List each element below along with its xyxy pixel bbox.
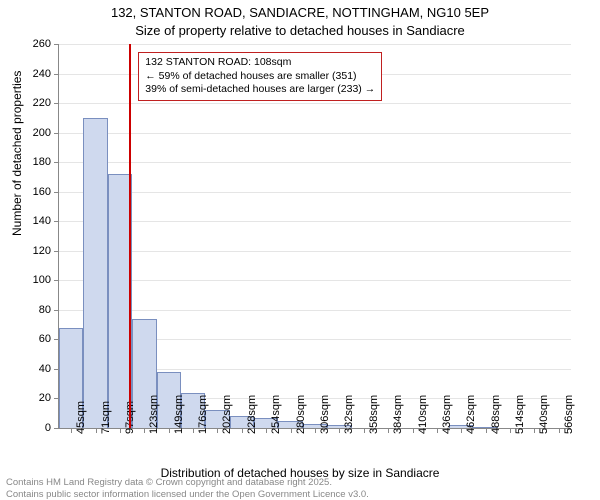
marker-line <box>129 44 131 428</box>
y-tick <box>54 280 59 281</box>
x-tick <box>169 428 170 433</box>
x-tick <box>486 428 487 433</box>
x-tick-label: 358sqm <box>368 395 380 434</box>
x-tick <box>266 428 267 433</box>
x-tick-label: 254sqm <box>270 395 282 434</box>
gridline <box>59 221 571 222</box>
y-tick-label: 120 <box>21 245 51 257</box>
gridline <box>59 310 571 311</box>
y-tick <box>54 74 59 75</box>
x-tick <box>71 428 72 433</box>
y-tick <box>54 192 59 193</box>
y-tick-label: 240 <box>21 68 51 80</box>
x-tick <box>339 428 340 433</box>
x-tick <box>96 428 97 433</box>
x-tick <box>315 428 316 433</box>
footer-line-1: Contains HM Land Registry data © Crown c… <box>6 477 369 488</box>
y-tick-label: 160 <box>21 186 51 198</box>
gridline <box>59 162 571 163</box>
y-tick-label: 20 <box>21 392 51 404</box>
title-line-1: 132, STANTON ROAD, SANDIACRE, NOTTINGHAM… <box>0 4 600 22</box>
x-tick <box>388 428 389 433</box>
y-tick <box>54 162 59 163</box>
x-tick <box>364 428 365 433</box>
y-axis-title: Number of detached properties <box>10 71 24 236</box>
annotation-line: 132 STANTON ROAD: 108sqm <box>145 56 375 70</box>
x-tick-label: 540sqm <box>538 395 550 434</box>
x-tick-label: 306sqm <box>319 395 331 434</box>
y-tick <box>54 310 59 311</box>
y-tick <box>54 428 59 429</box>
histogram-bar <box>83 118 107 428</box>
y-tick-label: 100 <box>21 274 51 286</box>
x-tick-label: 228sqm <box>246 395 258 434</box>
x-tick-label: 202sqm <box>221 395 233 434</box>
y-tick-label: 200 <box>21 127 51 139</box>
x-tick-label: 384sqm <box>392 395 404 434</box>
gridline <box>59 280 571 281</box>
chart-title: 132, STANTON ROAD, SANDIACRE, NOTTINGHAM… <box>0 0 600 39</box>
y-tick-label: 40 <box>21 363 51 375</box>
x-tick-label: 462sqm <box>465 395 477 434</box>
x-tick <box>461 428 462 433</box>
plot-area: 02040608010012014016018020022024026045sq… <box>58 44 571 429</box>
gridline <box>59 133 571 134</box>
y-tick-label: 220 <box>21 97 51 109</box>
gridline <box>59 103 571 104</box>
x-tick-label: 332sqm <box>343 395 355 434</box>
x-tick <box>413 428 414 433</box>
x-tick-label: 566sqm <box>563 395 575 434</box>
x-tick <box>242 428 243 433</box>
x-tick-label: 123sqm <box>148 395 160 434</box>
x-tick-label: 436sqm <box>441 395 453 434</box>
x-tick-label: 71sqm <box>100 401 112 434</box>
x-tick-label: 280sqm <box>295 395 307 434</box>
chart-container: 132, STANTON ROAD, SANDIACRE, NOTTINGHAM… <box>0 0 600 500</box>
chart-plot: 02040608010012014016018020022024026045sq… <box>58 44 570 428</box>
y-tick-label: 60 <box>21 333 51 345</box>
x-tick <box>217 428 218 433</box>
y-tick-label: 0 <box>21 422 51 434</box>
y-tick <box>54 44 59 45</box>
x-tick <box>437 428 438 433</box>
annotation-line: 39% of semi-detached houses are larger (… <box>145 83 375 97</box>
x-tick <box>144 428 145 433</box>
y-tick-label: 260 <box>21 38 51 50</box>
x-tick-label: 176sqm <box>197 395 209 434</box>
x-tick <box>534 428 535 433</box>
y-tick <box>54 133 59 134</box>
x-tick-label: 410sqm <box>417 395 429 434</box>
gridline <box>59 44 571 45</box>
x-tick-label: 488sqm <box>490 395 502 434</box>
x-tick-label: 514sqm <box>514 395 526 434</box>
annotation-line: ← 59% of detached houses are smaller (35… <box>145 70 375 84</box>
annotation-box: 132 STANTON ROAD: 108sqm← 59% of detache… <box>138 52 382 101</box>
gridline <box>59 251 571 252</box>
y-tick <box>54 103 59 104</box>
footer-line-2: Contains public sector information licen… <box>6 489 369 500</box>
x-tick <box>559 428 560 433</box>
x-tick <box>193 428 194 433</box>
footer-attribution: Contains HM Land Registry data © Crown c… <box>6 477 369 500</box>
y-tick-label: 180 <box>21 156 51 168</box>
title-line-2: Size of property relative to detached ho… <box>0 22 600 40</box>
gridline <box>59 192 571 193</box>
y-tick-label: 140 <box>21 215 51 227</box>
x-tick <box>510 428 511 433</box>
x-tick-label: 45sqm <box>75 401 87 434</box>
y-tick <box>54 251 59 252</box>
x-tick-label: 149sqm <box>173 395 185 434</box>
x-tick <box>120 428 121 433</box>
y-tick-label: 80 <box>21 304 51 316</box>
x-tick <box>291 428 292 433</box>
y-tick <box>54 221 59 222</box>
